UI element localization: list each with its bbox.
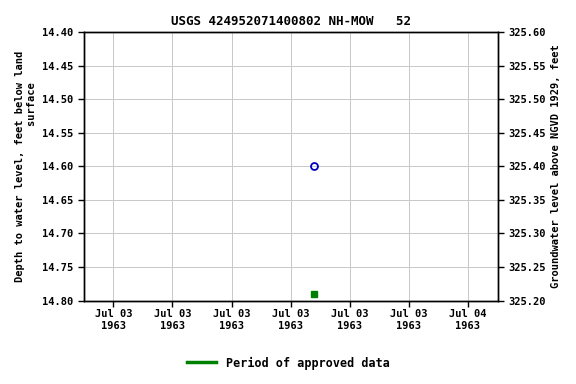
Y-axis label: Depth to water level, feet below land
                    surface: Depth to water level, feet below land su…	[15, 51, 37, 282]
Y-axis label: Groundwater level above NGVD 1929, feet: Groundwater level above NGVD 1929, feet	[551, 45, 561, 288]
Legend: Period of approved data: Period of approved data	[182, 352, 394, 374]
Title: USGS 424952071400802 NH-MOW   52: USGS 424952071400802 NH-MOW 52	[170, 15, 411, 28]
